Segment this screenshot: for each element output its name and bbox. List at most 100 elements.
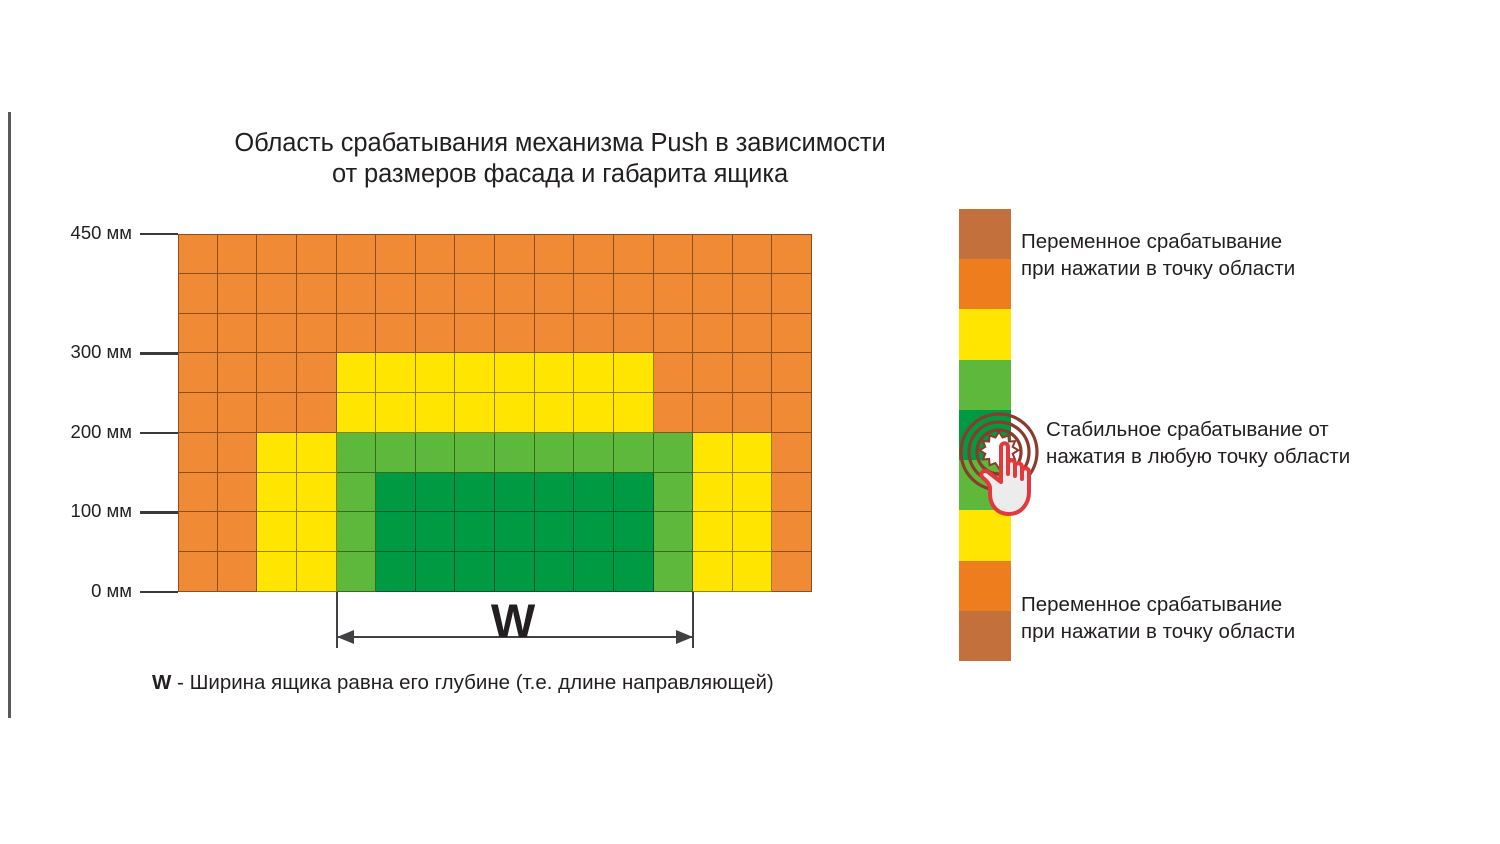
legend-segment	[959, 510, 1011, 561]
matrix-cell	[732, 234, 773, 274]
matrix-cell	[653, 313, 694, 354]
matrix-cell	[415, 432, 456, 473]
matrix-cell	[296, 273, 337, 314]
matrix-cell	[336, 313, 377, 354]
matrix-cell	[534, 552, 575, 592]
matrix-cell	[495, 512, 535, 553]
matrix-cell	[415, 512, 456, 553]
matrix-cell	[534, 472, 575, 513]
matrix-cell	[217, 313, 258, 354]
legend-segment	[959, 409, 1011, 461]
matrix-cell	[336, 512, 377, 553]
matrix-cell	[296, 512, 337, 553]
matrix-cell	[336, 393, 377, 433]
matrix-cell	[613, 393, 654, 433]
matrix-cell	[693, 512, 733, 553]
matrix-cell	[257, 472, 297, 513]
matrix-cell	[376, 432, 416, 473]
matrix-cell	[178, 273, 218, 314]
matrix-cell	[732, 393, 773, 433]
matrix-cell	[574, 313, 614, 354]
matrix-cell	[376, 512, 416, 553]
matrix-cell	[455, 273, 495, 314]
matrix-cell	[772, 313, 812, 354]
legend-note-middle-line2: нажатия в любую точку области	[1046, 445, 1351, 468]
matrix-cell	[772, 353, 812, 394]
y-axis-tick-label: 300 мм	[70, 341, 132, 363]
legend-segment	[959, 560, 1011, 611]
legend-note-bottom-line2: при нажатии в точку области	[1021, 620, 1296, 643]
matrix-cell	[178, 393, 218, 433]
matrix-cell	[455, 472, 495, 513]
matrix-cell	[336, 353, 377, 394]
page-left-rule	[8, 112, 11, 718]
matrix-cell	[534, 353, 575, 394]
matrix-cell	[732, 472, 773, 513]
matrix-cell	[772, 472, 812, 513]
matrix-cell	[653, 432, 694, 473]
matrix-cell	[732, 552, 773, 592]
matrix-cell	[257, 273, 297, 314]
y-axis-tick-mark	[140, 511, 178, 514]
matrix-cell	[772, 234, 812, 274]
matrix-cell	[178, 552, 218, 592]
y-axis-tick-label: 450 мм	[70, 222, 132, 243]
matrix-cell	[336, 472, 377, 513]
matrix-cell	[495, 353, 535, 394]
matrix-cell	[732, 313, 773, 354]
activation-matrix-wrapper	[178, 234, 812, 592]
matrix-cell	[415, 552, 456, 592]
matrix-cell	[613, 313, 654, 354]
matrix-cell	[574, 552, 614, 592]
matrix-cell	[376, 273, 416, 314]
y-axis-tick-label: 200 мм	[70, 420, 132, 442]
legend-segment	[959, 259, 1011, 310]
page-title-line1: Область срабатывания механизма Push в за…	[234, 129, 886, 157]
matrix-cell	[178, 432, 218, 473]
matrix-cell	[772, 273, 812, 314]
matrix-cell	[376, 552, 416, 592]
matrix-cell	[534, 273, 575, 314]
matrix-cell	[574, 353, 614, 394]
legend-note-middle: Стабильное срабатывание от нажатия в люб…	[1046, 416, 1350, 470]
dimension-line	[336, 636, 694, 639]
matrix-cell	[495, 313, 535, 354]
matrix-cell	[415, 234, 456, 274]
matrix-cell	[257, 353, 297, 394]
matrix-cell	[653, 393, 694, 433]
footnote-text: - Ширина ящика равна его глубине (т.е. д…	[171, 671, 774, 694]
footnote-symbol: W	[152, 671, 172, 694]
dimension-label-w: W	[490, 594, 535, 647]
legend-segment	[959, 359, 1011, 410]
matrix-cell	[534, 512, 575, 553]
matrix-cell	[693, 552, 733, 592]
matrix-cell	[296, 393, 337, 433]
matrix-cell	[653, 273, 694, 314]
matrix-cell	[534, 393, 575, 433]
page-title-line2: от размеров фасада и габарита ящика	[331, 160, 789, 188]
matrix-cell	[693, 353, 733, 394]
matrix-cell	[574, 432, 614, 473]
matrix-cell	[296, 313, 337, 354]
matrix-cell	[574, 512, 614, 553]
dimension-arrow-right	[676, 630, 694, 644]
matrix-cell	[376, 234, 416, 274]
legend-note-bottom: Переменное срабатывание при нажатии в то…	[1021, 591, 1295, 645]
legend-note-bottom-line1: Переменное срабатывание	[1021, 593, 1283, 616]
matrix-cell	[613, 273, 654, 314]
matrix-cell	[415, 472, 456, 513]
matrix-cell	[732, 512, 773, 553]
matrix-cell	[217, 353, 258, 394]
matrix-cell	[336, 273, 377, 314]
dimension-arrow-left	[336, 630, 354, 644]
matrix-cell	[693, 313, 733, 354]
matrix-cell	[455, 552, 495, 592]
matrix-cell	[415, 313, 456, 354]
matrix-cell	[732, 353, 773, 394]
matrix-cell	[574, 472, 614, 513]
matrix-cell	[178, 353, 218, 394]
matrix-cell	[336, 234, 377, 274]
legend-note-top: Переменное срабатывание при нажатии в то…	[1021, 228, 1295, 282]
matrix-cell	[257, 393, 297, 433]
matrix-cell	[693, 472, 733, 513]
